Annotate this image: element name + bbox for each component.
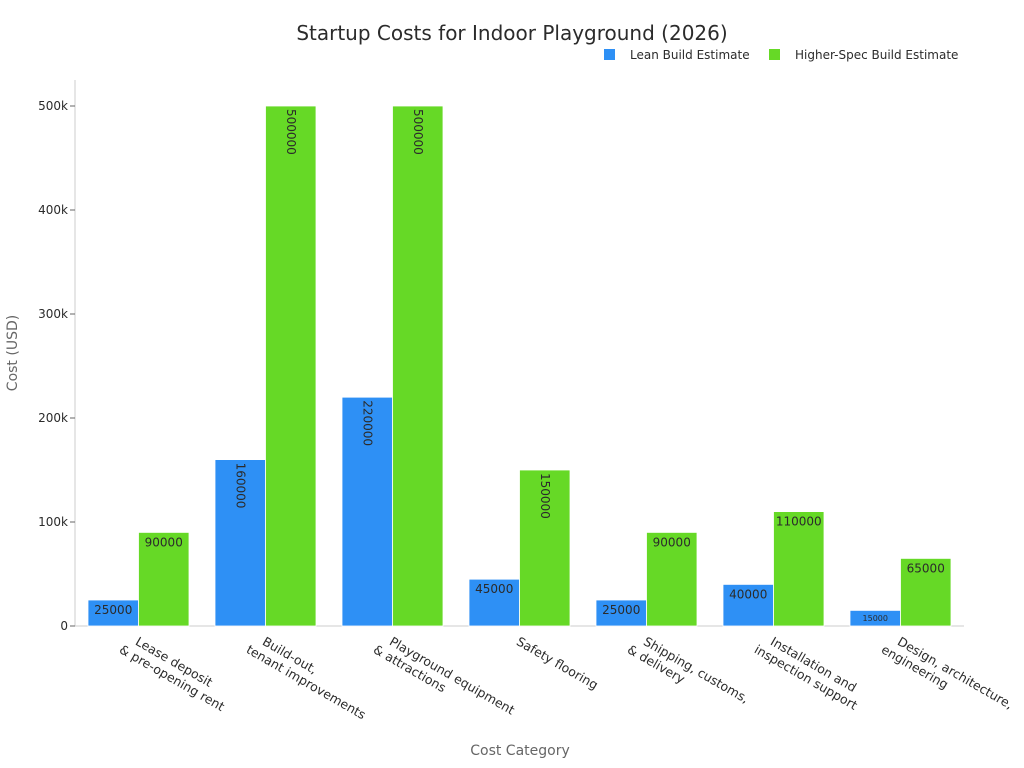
lean-bar-5 [595, 599, 647, 627]
higher-spec-bar-5 [646, 532, 698, 627]
higher-spec-bar-4 [519, 469, 571, 627]
y-axis-ticks: 0 100k 200k 300k 400k 500k [38, 99, 75, 633]
higher-spec-value-label-4: 150000 [538, 473, 552, 519]
higher-spec-bar-2 [265, 105, 317, 627]
higher-spec-value-label-1: 90000 [145, 535, 183, 549]
higher-spec-bar-7 [900, 558, 952, 627]
x-tick-label-3: Playground equipment& attractions [371, 629, 518, 731]
bars [87, 105, 952, 627]
lean-bar-1 [87, 599, 139, 627]
lean-value-label-7: 15000 [863, 614, 888, 623]
y-tick-label: 400k [38, 203, 68, 217]
legend: Lean Build Estimate Higher-Spec Build Est… [604, 48, 958, 62]
y-tick-label: 100k [38, 515, 68, 529]
higher-spec-value-label-3: 500000 [411, 109, 425, 155]
x-axis-tick-labels: Lease deposit& pre-opening rent Build-out… [117, 629, 1016, 731]
x-tick-label-1: Lease deposit& pre-opening rent [117, 629, 235, 714]
y-tick-label: 200k [38, 411, 68, 425]
data-labels: 25000 90000 160000 500000 220000 500000 45000 1… [94, 109, 945, 623]
x-tick-label-2: Build-out,tenant improvements [244, 629, 376, 723]
lean-value-label-1: 25000 [94, 603, 132, 617]
lean-bar-6 [722, 584, 774, 627]
lean-value-label-4: 45000 [475, 582, 513, 596]
y-tick-label: 300k [38, 307, 68, 321]
legend-swatch-1 [604, 49, 615, 60]
x-tick-label-5: Shipping, customs,& delivery [625, 629, 752, 719]
x-axis-title: Cost Category [470, 743, 570, 759]
lean-value-label-2: 160000 [233, 463, 247, 509]
lean-value-label-3: 220000 [360, 400, 374, 446]
higher-spec-bar-1 [138, 532, 190, 627]
higher-spec-bar-6 [773, 511, 825, 627]
legend-label-1: Lean Build Estimate [630, 48, 750, 62]
higher-spec-value-label-5: 90000 [653, 535, 691, 549]
chart-title: Startup Costs for Indoor Playground (202… [296, 21, 727, 45]
higher-spec-value-label-7: 65000 [907, 561, 945, 575]
x-tick-label-4: Safety flooring [514, 634, 601, 693]
higher-spec-value-label-6: 110000 [776, 515, 822, 529]
y-tick-label: 0 [60, 619, 68, 633]
x-tick-label-7: Design, architecture,engineering [879, 629, 1016, 725]
x-tick-label-6: Installation andinspection support [752, 629, 868, 713]
y-axis-title: Cost (USD) [5, 315, 21, 391]
higher-spec-bar-3 [392, 105, 444, 627]
lean-bar-2 [214, 459, 266, 627]
higher-spec-value-label-2: 500000 [284, 109, 298, 155]
legend-label-2: Higher-Spec Build Estimate [795, 48, 958, 62]
y-tick-label: 500k [38, 99, 68, 113]
lean-value-label-5: 25000 [602, 603, 640, 617]
lean-value-label-6: 40000 [729, 587, 767, 601]
legend-swatch-2 [769, 49, 780, 60]
